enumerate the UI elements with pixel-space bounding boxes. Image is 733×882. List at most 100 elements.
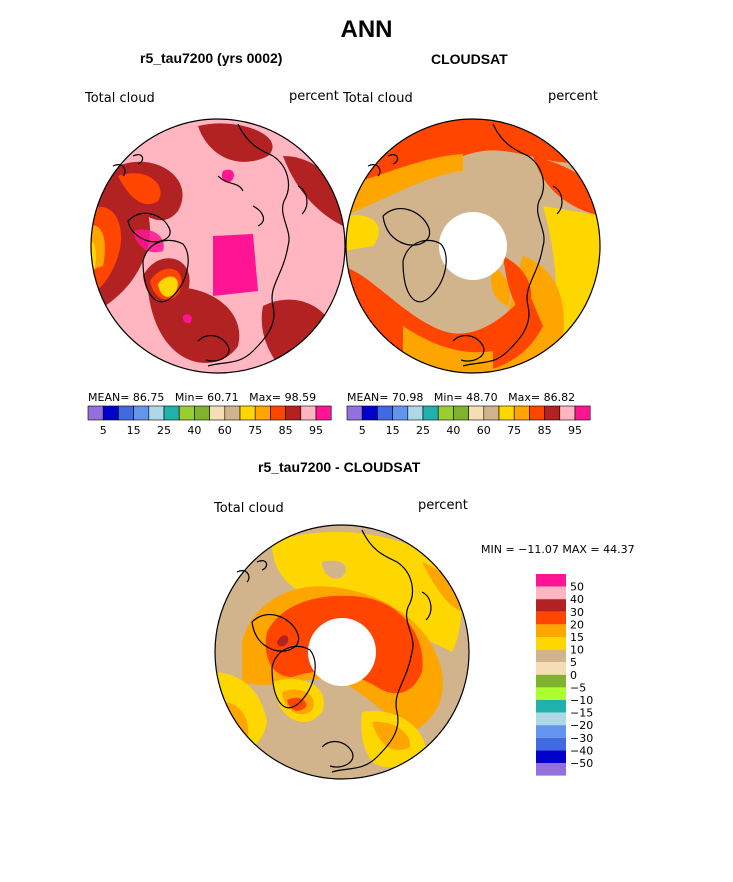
model-colorbar-bin <box>133 405 150 421</box>
diff-colorbar-bin <box>536 662 566 675</box>
model-colorbar: 5 15 25 40 60 75 85 95 <box>87 405 332 437</box>
obs-map-border <box>345 118 601 374</box>
model-units-label: percent <box>289 89 339 104</box>
obs-colorbar-bin <box>407 405 424 421</box>
model-mean-label: MEAN= <box>88 391 130 404</box>
model-polar-map <box>90 118 346 374</box>
diff-colorbar-tick-label: −20 <box>570 719 593 732</box>
diff-colorbar-tick-label: −5 <box>570 681 586 694</box>
model-colorbar-bin <box>102 405 119 421</box>
obs-colorbar-tick-label: 40 <box>446 424 460 437</box>
diff-colorbar-bin <box>536 687 566 700</box>
obs-colorbar-bin <box>453 405 469 421</box>
model-colorbar-bin <box>209 405 226 421</box>
model-min-label: Min= <box>174 391 204 404</box>
diff-colorbar-tick-label: −50 <box>570 757 593 770</box>
model-colorbar-tick-label: 40 <box>187 424 201 437</box>
model-panel-title: r5_tau7200 (yrs 0002) <box>140 50 283 66</box>
model-mean-value: 86.75 <box>132 391 165 404</box>
obs-mean-value: 70.98 <box>391 391 424 404</box>
diff-colorbar-tick-label: 15 <box>570 631 584 644</box>
model-colorbar-bin <box>163 405 180 421</box>
obs-units-label: percent <box>548 89 598 104</box>
model-colorbar-tick-label: 85 <box>279 424 293 437</box>
model-map-border <box>90 118 346 374</box>
obs-colorbar-bin <box>437 405 454 421</box>
model-colorbar-bin <box>285 405 302 421</box>
diff-colorbar-bin <box>536 737 566 751</box>
diff-colorbar-bin <box>536 763 566 776</box>
obs-stats: MEAN= 70.98 Min= 48.70 Max= 86.82 <box>347 391 575 404</box>
model-colorbar-tick-label: 15 <box>127 424 141 437</box>
model-max-label: Max= <box>249 391 282 404</box>
obs-coastlines <box>367 123 563 367</box>
model-colorbar-tick-label: 25 <box>157 424 171 437</box>
diff-colorbar-tick-label: −30 <box>570 732 593 745</box>
diff-colorbar-bin <box>536 700 566 713</box>
diff-panel-title: r5_tau7200 - CLOUDSAT <box>258 459 421 475</box>
model-colorbar-tick-label: 75 <box>248 424 262 437</box>
diff-colorbar-bin <box>536 586 566 600</box>
obs-colorbar-bin <box>559 405 576 421</box>
diff-colorbar-tick-label: 5 <box>570 656 577 669</box>
diff-variable-label: Total cloud <box>214 501 284 516</box>
model-min-value: 60.71 <box>207 391 239 404</box>
diff-colorbar-tick-label: −40 <box>570 744 593 757</box>
obs-colorbar-bin <box>346 405 363 421</box>
model-colorbar-bin <box>194 405 210 421</box>
obs-min-label: Min= <box>433 391 463 404</box>
model-colorbar-bin <box>118 405 134 421</box>
diff-minmax-text: MIN = −11.07 MAX = 44.37 <box>481 543 635 556</box>
diff-colorbar-bin <box>536 624 566 637</box>
model-colorbar-bin <box>148 405 165 421</box>
obs-colorbar-tick-label: 25 <box>416 424 430 437</box>
obs-max-value: 86.82 <box>543 391 576 404</box>
diff-colorbar-bin <box>536 599 566 612</box>
diff-colorbar-tick-label: 20 <box>570 618 584 631</box>
obs-colorbar-tick-label: 15 <box>386 424 400 437</box>
diff-colorbar-tick-label: 30 <box>570 606 584 619</box>
diff-map-border <box>214 524 470 780</box>
model-cloud-field <box>91 119 345 373</box>
diff-coastlines <box>236 529 432 773</box>
obs-colorbar-bin <box>377 405 393 421</box>
obs-colorbar-tick-label: 75 <box>507 424 521 437</box>
model-max-value: 98.59 <box>284 391 317 404</box>
obs-colorbar-tick-label: 60 <box>477 424 491 437</box>
obs-colorbar-tick-label: 95 <box>568 424 582 437</box>
obs-colorbar-tick-label: 5 <box>359 424 366 437</box>
model-colorbar-bin <box>254 405 271 421</box>
obs-mean-label: MEAN= <box>347 391 389 404</box>
obs-polar-gap <box>439 212 507 280</box>
obs-colorbar-bin <box>513 405 530 421</box>
diff-colorbar-tick-label: −10 <box>570 694 593 707</box>
obs-polar-map <box>345 118 601 374</box>
obs-colorbar-bin <box>544 405 561 421</box>
obs-colorbar-bin <box>422 405 439 421</box>
obs-colorbar-bin <box>361 405 378 421</box>
model-colorbar-bin <box>315 405 332 421</box>
model-colorbar-bin <box>270 405 286 421</box>
obs-colorbar-bin <box>498 405 515 421</box>
diff-colorbar-bin <box>536 750 566 763</box>
model-colorbar-tick-label: 95 <box>309 424 323 437</box>
diff-colorbar-bin <box>536 725 566 738</box>
obs-panel-title: CLOUDSAT <box>431 51 508 67</box>
diff-polar-gap <box>308 618 376 686</box>
diff-colorbar-bin <box>536 611 566 625</box>
diff-colorbar-tick-label: 0 <box>570 669 577 682</box>
figure-title: ANN <box>340 16 393 43</box>
diff-colorbar-bin <box>536 712 566 726</box>
diff-colorbar-bin <box>536 637 566 650</box>
diff-colorbar-bin <box>536 574 566 587</box>
obs-colorbar-bin <box>483 405 500 421</box>
obs-variable-label: Total cloud <box>343 91 413 106</box>
diff-colorbar-tick-label: 40 <box>570 593 584 606</box>
model-stats: MEAN= 86.75 Min= 60.71 Max= 98.59 <box>88 391 316 404</box>
obs-colorbar-bin <box>392 405 409 421</box>
obs-max-label: Max= <box>508 391 541 404</box>
obs-colorbar: 5 15 25 40 60 75 85 95 <box>346 405 591 437</box>
model-colorbar-bin <box>300 405 317 421</box>
model-colorbar-tick-label: 5 <box>100 424 107 437</box>
